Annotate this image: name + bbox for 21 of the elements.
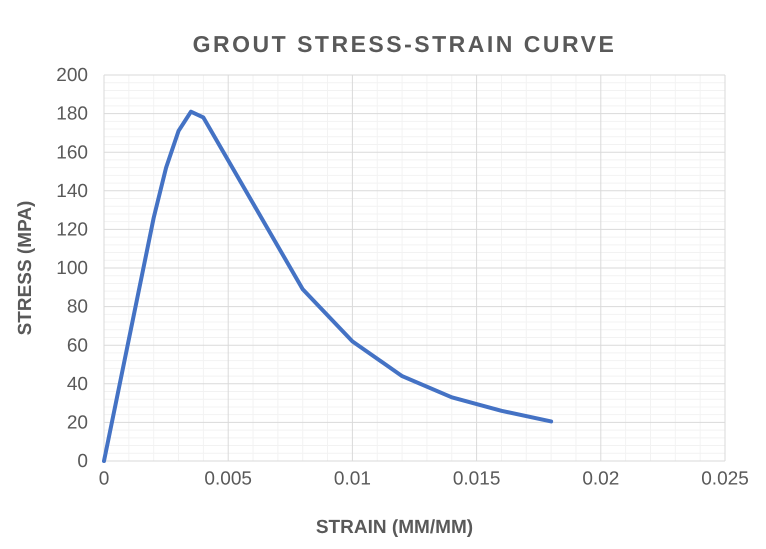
y-tick-label: 0: [77, 451, 88, 472]
chart-title: GROUT STRESS-STRAIN CURVE: [192, 31, 616, 57]
x-tick-label: 0.01: [334, 468, 371, 490]
x-tick-label: 0.02: [582, 468, 620, 490]
y-tick-label: 180: [56, 104, 88, 125]
y-tick-label: 80: [66, 296, 88, 318]
y-tick-label: 60: [66, 335, 88, 356]
x-tick-label: 0.025: [701, 468, 749, 490]
y-tick-label: 200: [56, 65, 88, 86]
y-tick-label: 140: [56, 180, 88, 202]
y-tick-label: 40: [66, 374, 88, 395]
x-tick-label: 0.015: [452, 468, 500, 490]
x-tick-label: 0: [98, 468, 110, 490]
y-tick-label: 120: [56, 219, 88, 240]
y-tick-label: 20: [66, 412, 88, 434]
y-tick-label: 100: [56, 258, 88, 280]
x-tick-label: 0.005: [204, 468, 252, 490]
x-axis-title: STRAIN (MM/MM): [316, 517, 474, 538]
line-series: [102, 110, 554, 463]
y-tick-label: 160: [56, 142, 88, 164]
y-axis-title: STRESS (MPA): [15, 200, 36, 336]
